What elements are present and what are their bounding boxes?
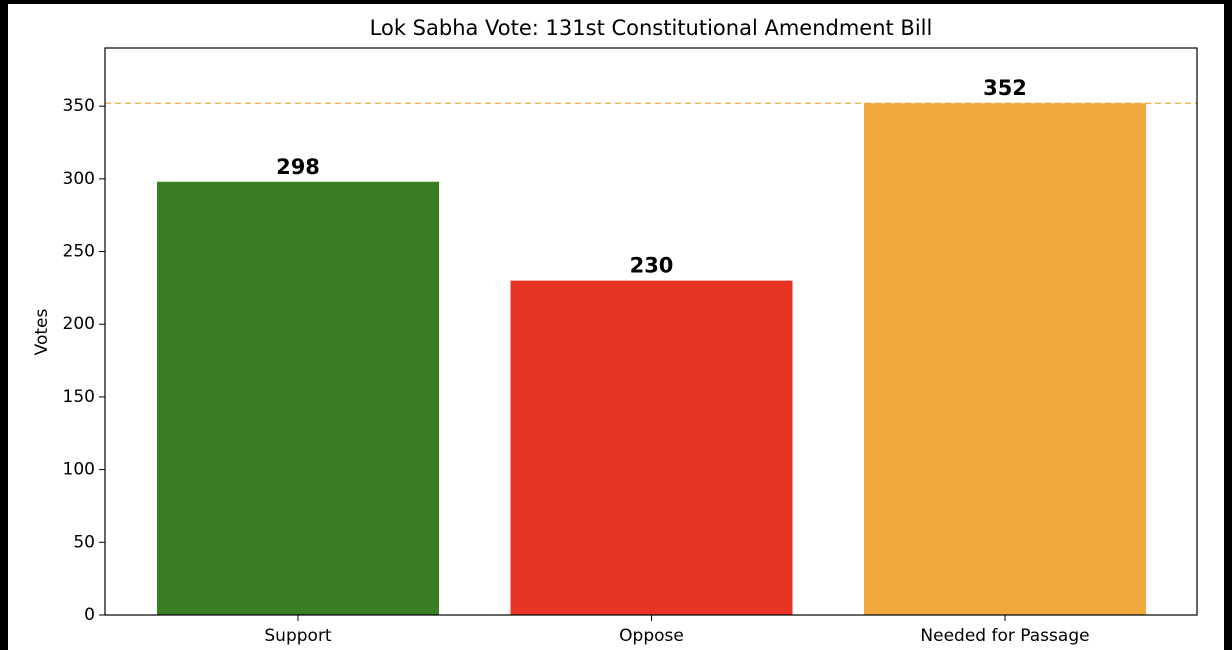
y-axis-label: Votes xyxy=(32,309,52,356)
y-tick-label: 50 xyxy=(73,532,95,552)
x-tick-label: Support xyxy=(264,626,332,646)
y-tick-label: 200 xyxy=(63,314,95,334)
bar xyxy=(510,280,793,615)
y-tick-label: 150 xyxy=(63,387,95,407)
y-tick-label: 0 xyxy=(84,605,95,625)
x-tick-label: Oppose xyxy=(619,626,684,646)
bar xyxy=(157,181,439,615)
value-label: 230 xyxy=(630,254,674,278)
plot-frame xyxy=(104,47,1198,616)
bar xyxy=(864,103,1146,615)
chart-title: Lok Sabha Vote: 131st Constitutional Ame… xyxy=(370,16,933,40)
value-label: 352 xyxy=(983,76,1027,100)
x-tick-label: Needed for Passage xyxy=(920,626,1089,646)
y-tick-label: 300 xyxy=(63,169,95,189)
value-label: 298 xyxy=(276,155,320,179)
y-tick-label: 100 xyxy=(63,460,95,480)
y-tick-label: 350 xyxy=(63,96,95,116)
y-tick-label: 250 xyxy=(63,242,95,262)
